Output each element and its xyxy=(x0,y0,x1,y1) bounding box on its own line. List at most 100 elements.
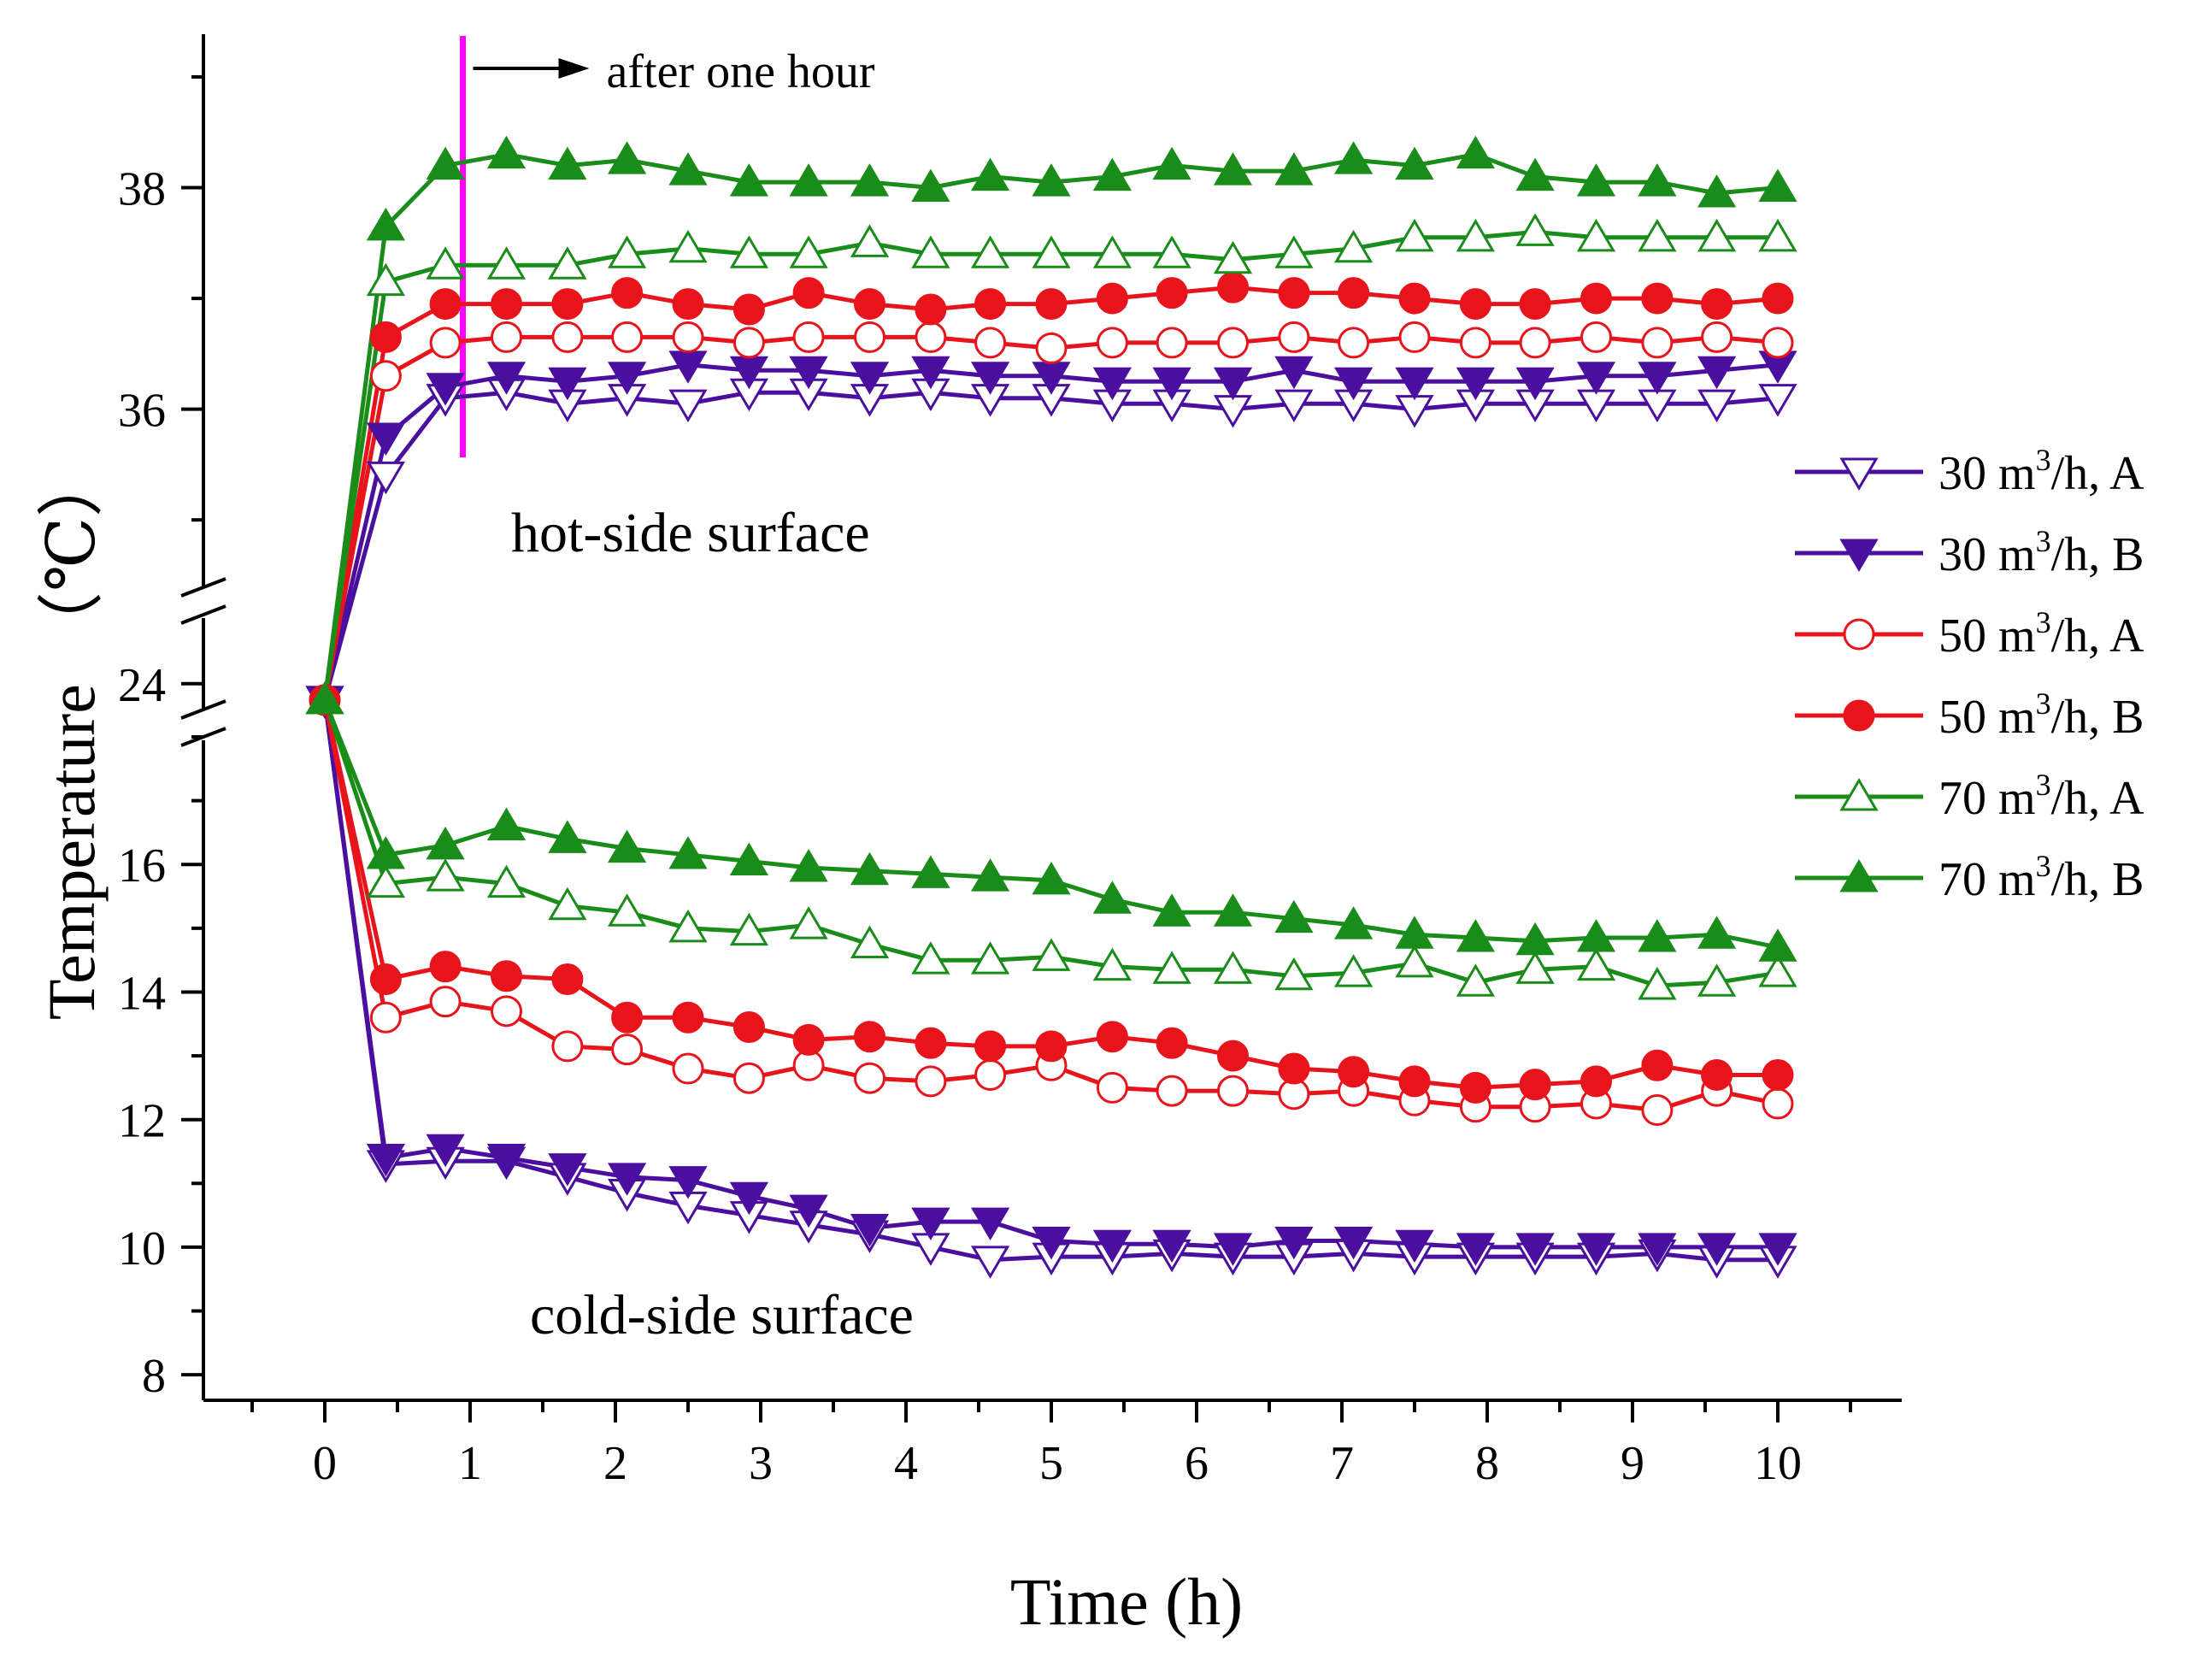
data-point xyxy=(1839,457,1879,491)
data-point xyxy=(1217,327,1249,359)
data-point xyxy=(1152,1229,1191,1263)
data-point xyxy=(429,986,462,1018)
data-point xyxy=(1758,218,1797,252)
data-point xyxy=(1638,218,1677,252)
data-point xyxy=(429,288,462,321)
data-point xyxy=(1843,699,1875,732)
data-point xyxy=(1274,152,1314,186)
data-point xyxy=(611,321,644,353)
data-point xyxy=(548,1153,587,1187)
legend-label-suffix: /h, A xyxy=(2051,772,2144,825)
data-point xyxy=(911,356,950,390)
data-point xyxy=(551,963,584,996)
hot-side-label: hot-side surface xyxy=(511,502,870,564)
data-point xyxy=(1096,327,1128,359)
y-tick-label: 8 xyxy=(142,1350,166,1403)
data-point xyxy=(974,327,1007,359)
legend-label-suffix: /h, B xyxy=(2051,691,2144,744)
data-point xyxy=(854,1021,885,1053)
data-point xyxy=(850,851,890,886)
data-point xyxy=(1274,389,1314,423)
data-point xyxy=(366,207,406,241)
legend-label-prefix: 50 m xyxy=(1938,610,2036,663)
data-point xyxy=(1096,1021,1128,1053)
data-point xyxy=(1641,1094,1674,1126)
data-point xyxy=(1839,539,1879,572)
data-point xyxy=(486,1143,527,1177)
data-point xyxy=(1274,899,1314,934)
data-point xyxy=(1032,861,1071,895)
data-point xyxy=(1217,271,1249,303)
legend-label-suffix: /h, B xyxy=(2051,853,2144,906)
data-point xyxy=(1839,859,1879,892)
data-point xyxy=(672,1001,704,1034)
x-tick-label: 6 xyxy=(1185,1437,1209,1490)
data-point xyxy=(1035,1030,1068,1063)
data-point xyxy=(1701,1058,1733,1091)
series-markers-4 xyxy=(305,213,1797,1000)
data-point xyxy=(1456,367,1496,401)
data-point xyxy=(1758,928,1797,962)
data-point xyxy=(970,941,1010,975)
data-point xyxy=(1096,1071,1128,1104)
y-tick-label: 10 xyxy=(118,1222,166,1275)
series-line-cold xyxy=(322,698,1779,950)
series-2 xyxy=(322,334,1779,1112)
data-point xyxy=(548,820,587,853)
data-point xyxy=(1638,1233,1677,1266)
data-point xyxy=(1274,957,1314,991)
data-point xyxy=(789,1194,828,1228)
data-point xyxy=(491,288,522,321)
data-point xyxy=(1456,218,1496,252)
data-point xyxy=(426,858,465,892)
data-point xyxy=(668,229,708,263)
data-point xyxy=(970,157,1010,191)
legend-label-prefix: 30 m xyxy=(1938,447,2036,500)
data-point xyxy=(1032,938,1071,971)
data-point xyxy=(668,836,708,869)
data-point xyxy=(1762,1058,1794,1091)
data-point xyxy=(1697,389,1737,423)
legend-label: 70 m3/h, B xyxy=(1938,849,2144,906)
data-point xyxy=(668,389,708,423)
data-point xyxy=(1152,235,1191,268)
data-point xyxy=(369,360,402,392)
data-point xyxy=(1456,919,1496,952)
data-point xyxy=(1762,327,1794,359)
series-markers-3 xyxy=(309,271,1794,1104)
data-point xyxy=(1456,135,1496,169)
data-point xyxy=(1515,922,1555,956)
x-tick-label: 10 xyxy=(1754,1437,1802,1490)
data-point xyxy=(850,163,890,197)
data-point xyxy=(1395,146,1434,180)
y-tick-label: 36 xyxy=(118,385,166,438)
data-point xyxy=(911,235,950,268)
legend-label-superscript: 3 xyxy=(2036,768,2051,802)
data-point xyxy=(1398,282,1431,315)
data-point xyxy=(850,1214,890,1247)
data-point xyxy=(911,941,950,975)
data-point xyxy=(1395,944,1434,978)
data-point xyxy=(729,1181,769,1216)
data-point xyxy=(1333,141,1374,174)
data-point xyxy=(1641,327,1674,359)
legend-label-superscript: 3 xyxy=(2036,605,2051,639)
data-point xyxy=(1092,881,1132,914)
data-point xyxy=(1274,356,1314,390)
data-point xyxy=(611,1034,644,1066)
legend-label-prefix: 50 m xyxy=(1938,691,2036,744)
data-point xyxy=(1333,906,1374,939)
cold-side-label: cold-side surface xyxy=(530,1284,914,1346)
data-point xyxy=(1697,916,1737,949)
data-point xyxy=(1152,893,1191,927)
legend-label: 30 m3/h, A xyxy=(1938,443,2144,500)
data-point xyxy=(1701,321,1733,353)
data-point xyxy=(426,373,465,406)
x-tick-label: 0 xyxy=(313,1437,337,1490)
data-point xyxy=(668,1166,708,1199)
data-point xyxy=(548,246,587,280)
data-point xyxy=(548,146,587,180)
data-point xyxy=(1152,367,1191,401)
data-point xyxy=(607,235,647,268)
